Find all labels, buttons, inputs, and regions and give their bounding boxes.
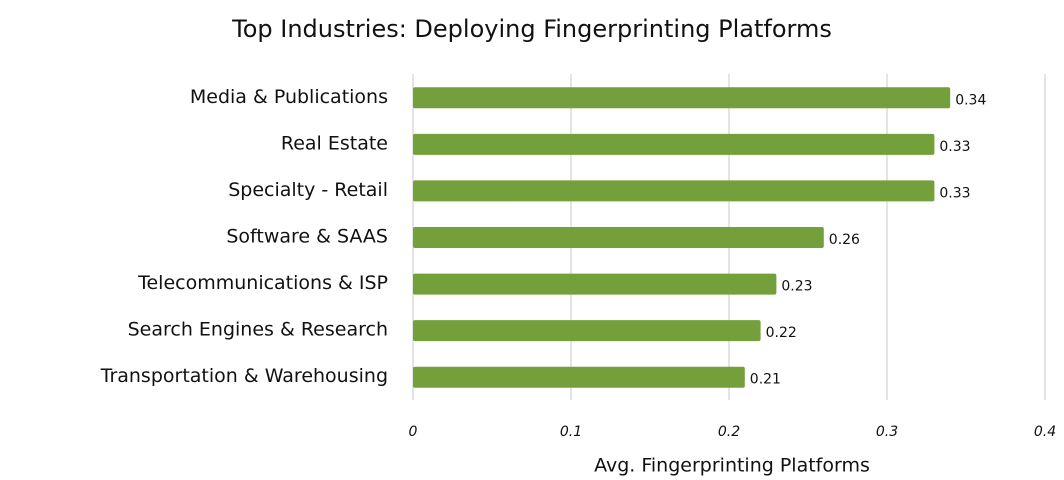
bar bbox=[413, 366, 745, 388]
x-tick-label: 0.3 bbox=[876, 424, 898, 440]
bar bbox=[413, 87, 951, 109]
value-label: 0.22 bbox=[766, 325, 797, 341]
x-tick-label: 0 bbox=[409, 424, 418, 440]
y-tick-label: Software & SAAS bbox=[226, 226, 388, 248]
bar bbox=[413, 180, 935, 202]
bar bbox=[413, 320, 761, 342]
value-label: 0.33 bbox=[939, 139, 970, 155]
bar bbox=[413, 273, 777, 295]
y-tick-label: Telecommunications & ISP bbox=[137, 272, 388, 294]
value-label: 0.26 bbox=[829, 232, 860, 248]
bar bbox=[413, 227, 824, 248]
y-tick-label: Search Engines & Research bbox=[128, 319, 388, 341]
x-tick-label: 0.4 bbox=[1034, 424, 1056, 440]
value-label: 0.23 bbox=[781, 279, 812, 295]
chart-title: Top Industries: Deploying Fingerprinting… bbox=[231, 15, 832, 43]
bar bbox=[413, 133, 935, 155]
x-tick-label: 0.2 bbox=[718, 424, 740, 440]
x-axis-label: Avg. Fingerprinting Platforms bbox=[594, 455, 870, 477]
y-tick-label: Specialty - Retail bbox=[228, 179, 388, 201]
value-label: 0.21 bbox=[750, 372, 781, 388]
y-tick-label: Media & Publications bbox=[190, 86, 388, 108]
y-tick-label: Real Estate bbox=[281, 132, 388, 154]
value-label: 0.34 bbox=[955, 92, 986, 108]
x-tick-label: 0.1 bbox=[560, 424, 582, 440]
y-tick-label: Transportation & Warehousing bbox=[100, 365, 388, 387]
value-label: 0.33 bbox=[939, 185, 970, 201]
